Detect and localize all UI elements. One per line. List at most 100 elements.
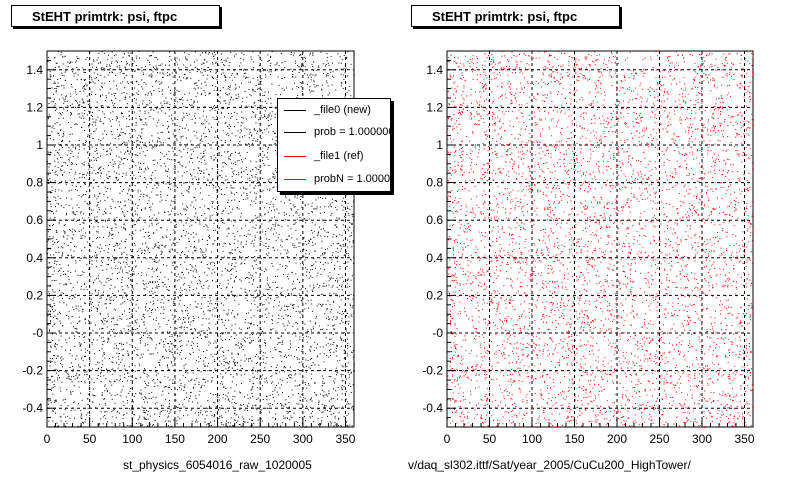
scatter-point: [107, 340, 109, 342]
scatter-point: [219, 415, 221, 417]
scatter-point: [82, 235, 84, 236]
scatter-point: [150, 109, 152, 111]
scatter-point: [256, 287, 258, 288]
scatter-point: [71, 184, 73, 186]
scatter-point: [230, 252, 232, 253]
scatter-point: [296, 218, 298, 220]
scatter-point: [273, 228, 275, 230]
scatter-point: [91, 343, 93, 345]
scatter-point: [203, 151, 205, 153]
scatter-point: [234, 266, 236, 268]
scatter-point: [84, 336, 86, 338]
scatter-point: [172, 354, 174, 356]
scatter-point: [131, 210, 133, 211]
scatter-point: [147, 337, 149, 338]
scatter-point: [336, 243, 338, 245]
scatter-point: [243, 59, 245, 61]
scatter-point: [285, 314, 287, 316]
scatter-point: [52, 325, 54, 327]
scatter-point: [216, 198, 218, 200]
scatter-point: [257, 155, 259, 157]
scatter-point: [80, 235, 82, 237]
scatter-point: [262, 70, 264, 72]
scatter-point: [65, 184, 67, 186]
scatter-point: [163, 155, 165, 157]
scatter-point: [222, 87, 224, 89]
scatter-point: [332, 71, 334, 73]
scatter-point: [97, 222, 99, 224]
scatter-point: [213, 230, 215, 231]
scatter-point: [245, 169, 247, 171]
scatter-point: [333, 413, 335, 415]
scatter-point: [197, 172, 199, 174]
scatter-point: [152, 85, 154, 87]
scatter-point: [329, 338, 331, 340]
scatter-point: [120, 342, 122, 344]
scatter-point: [215, 186, 217, 188]
scatter-point: [240, 252, 242, 253]
scatter-point: [329, 292, 331, 294]
scatter-point: [231, 132, 233, 134]
scatter-point: [294, 195, 296, 197]
scatter-point: [124, 365, 125, 367]
scatter-point: [140, 340, 141, 342]
scatter-point: [162, 76, 164, 78]
scatter-point: [144, 396, 146, 398]
scatter-point: [157, 385, 159, 387]
scatter-point: [111, 273, 113, 275]
scatter-point: [81, 98, 83, 100]
scatter-point: [59, 264, 61, 266]
scatter-point: [61, 346, 63, 348]
scatter-point: [322, 219, 324, 221]
scatter-point: [335, 350, 337, 352]
scatter-point: [239, 155, 241, 157]
scatter-point: [336, 247, 338, 249]
scatter-point: [264, 116, 266, 118]
scatter-point: [280, 335, 282, 337]
scatter-point: [249, 177, 251, 179]
scatter-point: [255, 114, 257, 116]
scatter-point: [318, 287, 320, 289]
scatter-point: [280, 253, 282, 255]
scatter-point: [114, 207, 116, 209]
scatter-point: [133, 128, 135, 130]
scatter-point: [264, 70, 266, 72]
scatter-point: [313, 61, 315, 63]
scatter-point: [261, 315, 263, 317]
scatter-point: [121, 344, 123, 346]
scatter-point: [167, 72, 168, 74]
scatter-point: [341, 386, 343, 388]
scatter-point: [288, 315, 289, 317]
scatter-point: [100, 68, 102, 70]
scatter-point: [65, 349, 67, 351]
scatter-point: [315, 316, 317, 318]
scatter-point: [326, 285, 327, 287]
scatter-point: [151, 223, 153, 224]
scatter-point: [51, 169, 53, 171]
scatter-point: [322, 303, 324, 305]
scatter-point: [162, 251, 164, 253]
scatter-point: [317, 85, 319, 87]
scatter-point: [303, 397, 305, 399]
scatter-point: [152, 71, 154, 73]
scatter-point: [162, 131, 163, 133]
scatter-point: [74, 297, 76, 298]
scatter-point: [134, 414, 136, 416]
scatter-point: [143, 194, 145, 195]
scatter-point: [88, 385, 90, 387]
scatter-point: [122, 302, 124, 304]
scatter-point: [298, 403, 300, 405]
scatter-point: [121, 389, 123, 391]
scatter-point: [152, 160, 154, 161]
scatter-point: [231, 253, 233, 254]
scatter-point: [305, 253, 307, 255]
scatter-point: [83, 271, 85, 273]
scatter-point: [107, 371, 109, 373]
scatter-point: [71, 103, 73, 105]
scatter-point: [154, 184, 156, 186]
scatter-point: [111, 134, 113, 136]
scatter-point: [193, 106, 195, 108]
scatter-point: [196, 59, 198, 61]
scatter-point: [239, 365, 241, 367]
